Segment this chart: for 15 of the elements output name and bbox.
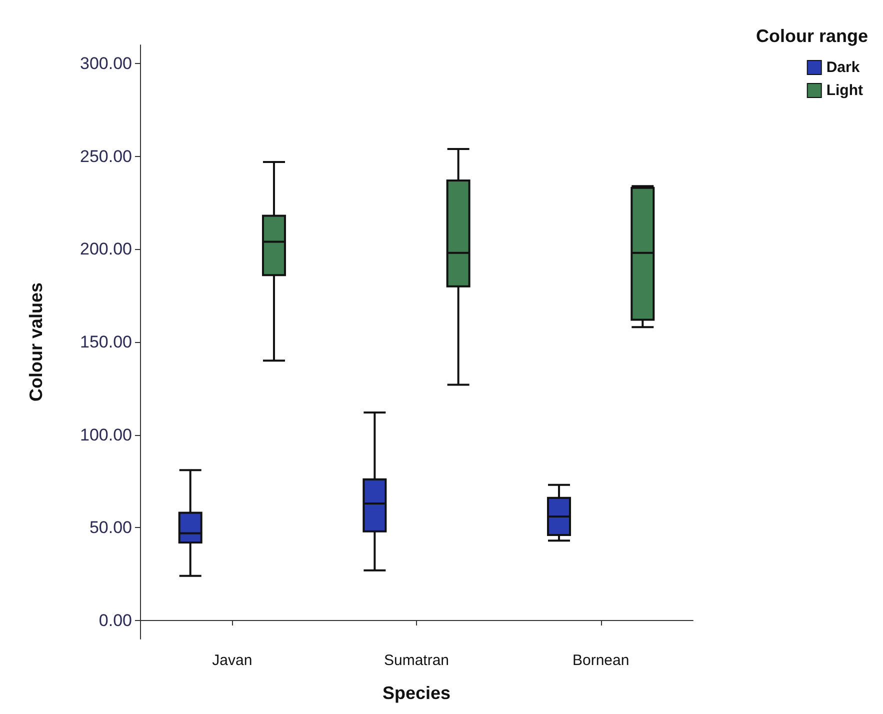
- x-tick-label: Bornean: [572, 652, 630, 669]
- x-axis-title: Species: [382, 683, 451, 703]
- y-tick-label: 150.00: [80, 332, 132, 352]
- y-tick-label: 300.00: [80, 54, 132, 74]
- y-tick-label: 0.00: [98, 610, 132, 630]
- legend-label: Light: [826, 82, 864, 99]
- y-tick-label: 50.00: [89, 518, 132, 538]
- y-axis-title: Colour values: [26, 282, 46, 402]
- y-tick-label: 200.00: [80, 240, 132, 259]
- y-tick-label: 100.00: [80, 425, 132, 444]
- x-tick-label: Sumatran: [384, 652, 450, 669]
- legend-label: Dark: [826, 59, 860, 76]
- legend-title: Colour range: [756, 26, 868, 46]
- y-tick-label: 250.00: [80, 146, 132, 166]
- x-tick-label: Javan: [212, 652, 252, 669]
